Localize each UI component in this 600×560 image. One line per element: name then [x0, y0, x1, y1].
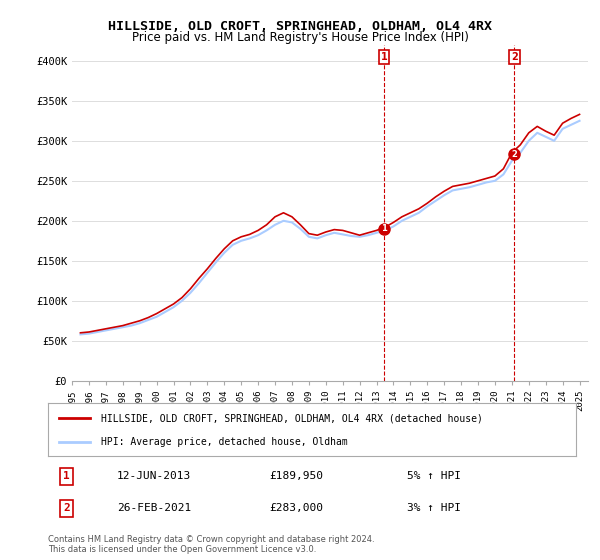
Text: 1: 1	[381, 52, 388, 62]
Text: HILLSIDE, OLD CROFT, SPRINGHEAD, OLDHAM, OL4 4RX: HILLSIDE, OLD CROFT, SPRINGHEAD, OLDHAM,…	[108, 20, 492, 32]
Text: HILLSIDE, OLD CROFT, SPRINGHEAD, OLDHAM, OL4 4RX (detached house): HILLSIDE, OLD CROFT, SPRINGHEAD, OLDHAM,…	[101, 413, 482, 423]
Text: HPI: Average price, detached house, Oldham: HPI: Average price, detached house, Oldh…	[101, 436, 347, 446]
Text: 26-FEB-2021: 26-FEB-2021	[116, 503, 191, 514]
Text: £283,000: £283,000	[270, 503, 324, 514]
Text: £189,950: £189,950	[270, 471, 324, 481]
Text: 3% ↑ HPI: 3% ↑ HPI	[407, 503, 461, 514]
Text: 2: 2	[511, 52, 518, 62]
Text: Contains HM Land Registry data © Crown copyright and database right 2024.
This d: Contains HM Land Registry data © Crown c…	[48, 535, 374, 554]
Text: 5% ↑ HPI: 5% ↑ HPI	[407, 471, 461, 481]
Text: 12-JUN-2013: 12-JUN-2013	[116, 471, 191, 481]
Text: 1: 1	[381, 225, 387, 234]
Text: 1: 1	[63, 471, 70, 481]
Text: Price paid vs. HM Land Registry's House Price Index (HPI): Price paid vs. HM Land Registry's House …	[131, 31, 469, 44]
Text: 2: 2	[511, 150, 517, 159]
Text: 2: 2	[63, 503, 70, 514]
